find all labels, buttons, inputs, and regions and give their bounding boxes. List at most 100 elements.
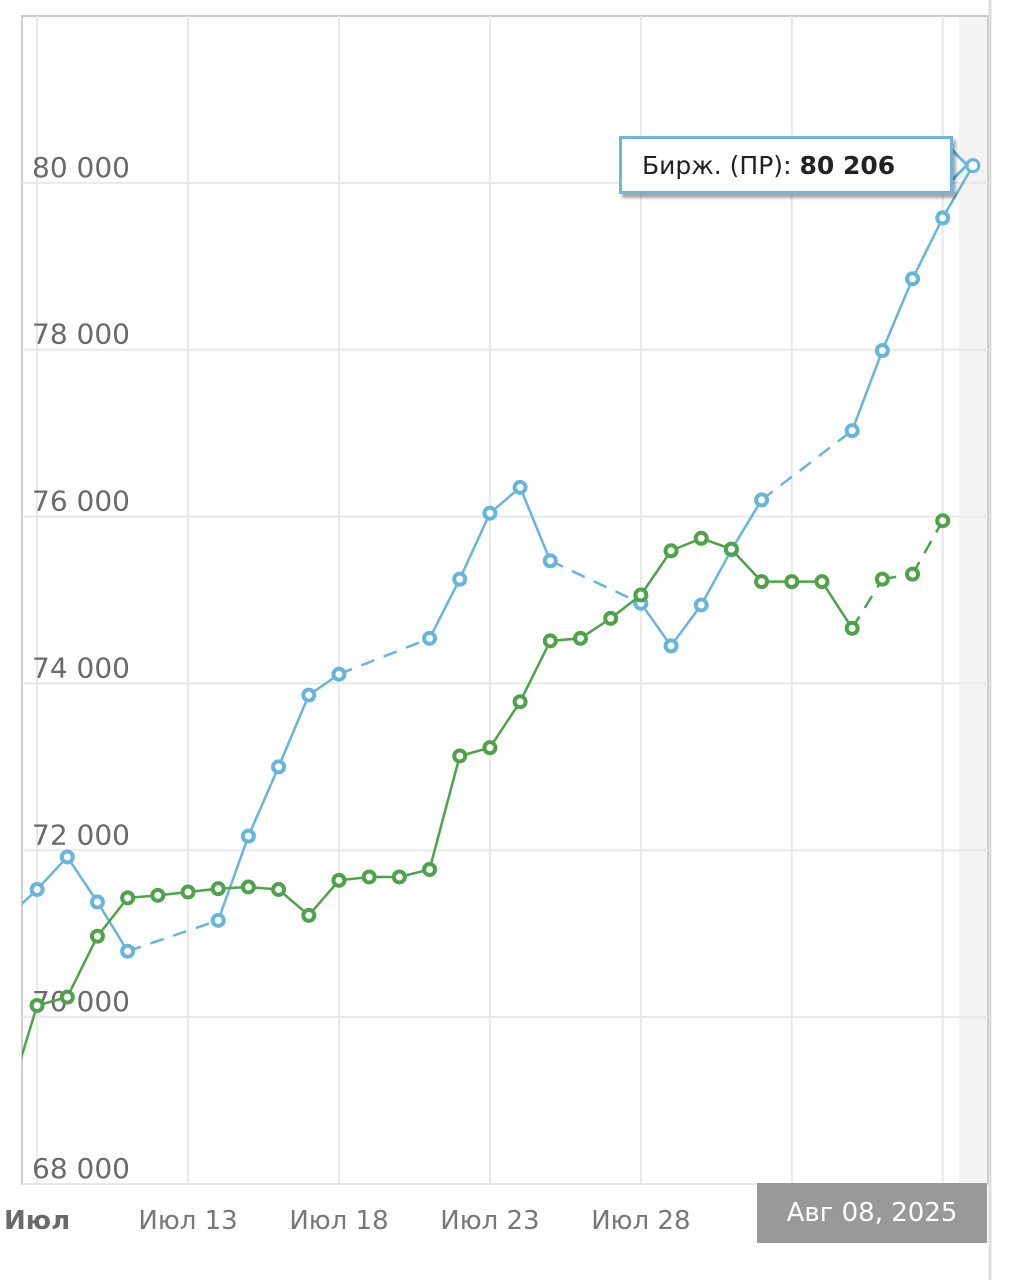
series-segment [700, 549, 733, 606]
series-segment [730, 499, 763, 551]
tooltip: Бирж. (ПР): 80 206 [619, 136, 953, 194]
data-point [784, 574, 800, 590]
series-segment [518, 486, 552, 562]
series-segment [911, 217, 944, 280]
data-point [844, 423, 860, 439]
data-point [482, 740, 498, 756]
series-segment [217, 835, 250, 921]
series-segment [639, 550, 673, 596]
data-point [422, 630, 438, 646]
tooltip-series-label: Бирж. (ПР): [642, 150, 792, 180]
data-point [935, 210, 951, 226]
data-point [331, 872, 347, 888]
tooltip-value: 80 206 [799, 150, 896, 180]
crosshair-date-label: Авг 08, 2025 [757, 1183, 987, 1243]
data-point [120, 890, 136, 906]
y-tick-label: 68 000 [32, 1152, 130, 1185]
series-segment [96, 901, 129, 952]
data-point [59, 989, 75, 1005]
data-point [603, 610, 619, 626]
x-tick-label: Июл 13 [138, 1206, 237, 1236]
data-point [814, 574, 830, 590]
data-point [29, 881, 45, 897]
data-point [1, 1099, 12, 1110]
data-point [331, 666, 347, 682]
series-segment [670, 604, 703, 647]
data-point [754, 492, 770, 508]
data-point [210, 912, 226, 928]
series-segment [66, 935, 99, 998]
data-point [210, 881, 226, 897]
series-gap-segment [851, 578, 884, 630]
data-point [59, 849, 75, 865]
data-point [693, 530, 709, 546]
data-point [29, 997, 45, 1013]
series-segment [639, 602, 673, 647]
data-point [422, 861, 438, 877]
data-point [361, 869, 377, 885]
data-point [935, 513, 951, 529]
series-segment [941, 165, 974, 219]
data-point [512, 694, 528, 710]
series-gap-segment [549, 559, 642, 605]
series-0 [1, 158, 981, 959]
data-point [663, 638, 679, 654]
data-point [754, 574, 770, 590]
data-point [874, 343, 890, 359]
series-gap-segment [127, 919, 219, 953]
y-tick-label: 74 000 [32, 651, 130, 684]
data-point [663, 543, 679, 559]
data-point [693, 597, 709, 613]
data-point [271, 759, 287, 775]
data-point [723, 541, 739, 557]
series-segment [488, 701, 522, 749]
data-point [542, 553, 558, 569]
series-segment [428, 755, 461, 870]
data-point [150, 887, 166, 903]
x-tick-label: Июл 23 [440, 1206, 539, 1236]
series-segment [428, 578, 461, 639]
tooltip-pointer [949, 147, 970, 183]
series-segment [307, 879, 340, 917]
y-tick-label: 78 000 [32, 318, 130, 351]
data-point [844, 620, 860, 636]
series-layer [1, 158, 981, 1110]
series-segment [850, 350, 884, 432]
series-segment [820, 580, 854, 630]
data-point [482, 505, 498, 521]
series-gap-segment [760, 429, 853, 501]
data-point [965, 158, 981, 174]
data-point [905, 271, 921, 287]
data-point [120, 943, 136, 959]
crosshair-band [958, 17, 987, 1183]
data-point [301, 687, 317, 703]
data-point [240, 879, 256, 895]
series-segment [518, 640, 552, 703]
series-segment [247, 766, 280, 837]
data-point [452, 571, 468, 587]
data-point [301, 907, 317, 923]
data-point [633, 587, 649, 603]
data-point [1, 912, 12, 923]
series-segment [277, 694, 310, 768]
data-point [89, 928, 105, 944]
data-point [572, 630, 588, 646]
x-tick-label: Июл 18 [289, 1206, 388, 1236]
data-point [240, 828, 256, 844]
series-segment [458, 512, 492, 580]
data-point [452, 748, 468, 764]
plot-area [21, 15, 989, 1185]
series-segment [66, 856, 99, 903]
series-segment [881, 278, 914, 352]
y-tick-label: 76 000 [32, 485, 130, 518]
series-gap-segment [338, 637, 430, 676]
y-tick-label: 72 000 [32, 818, 130, 851]
series-segment [96, 897, 129, 937]
x-tick-label: Июл [4, 1206, 70, 1236]
data-point [874, 571, 890, 587]
data-point [542, 633, 558, 649]
series-segment [22, 1005, 39, 1060]
data-point [905, 566, 921, 582]
data-point [89, 894, 105, 910]
